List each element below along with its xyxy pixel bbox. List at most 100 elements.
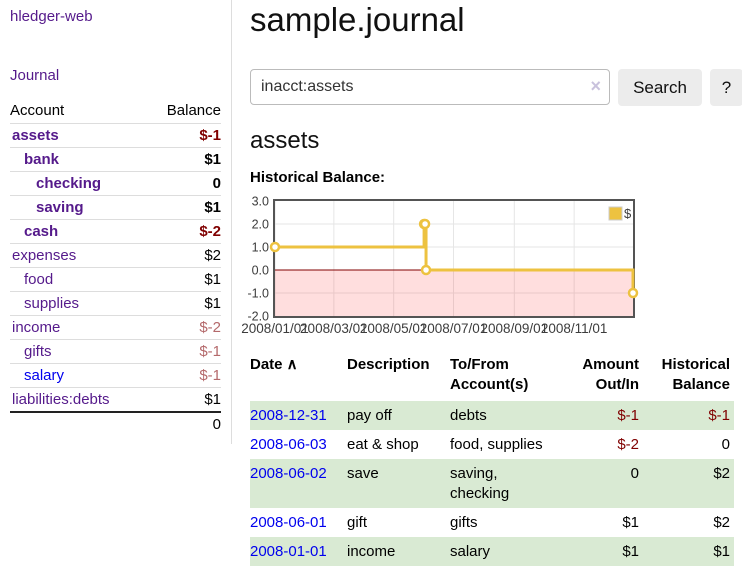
account-balance: $2 bbox=[146, 243, 221, 268]
account-column-header: Account bbox=[10, 99, 147, 124]
account-balance: $-1 bbox=[146, 339, 221, 364]
register-header-historical-balance: Historical Balance bbox=[661, 356, 730, 393]
transaction-date-link[interactable]: 2008-01-01 bbox=[250, 543, 327, 560]
app-title-link[interactable]: hledger-web bbox=[10, 8, 93, 25]
account-balance: $-2 bbox=[146, 315, 221, 340]
account-tree-table: Account Balance assets $-1 bank $1 checking 0… bbox=[10, 99, 221, 436]
account-link-cash[interactable]: cash bbox=[24, 223, 59, 240]
y-tick-label: -2.0 bbox=[247, 310, 269, 324]
account-row: checking 0 bbox=[10, 171, 221, 196]
account-balance: $1 bbox=[146, 291, 221, 316]
search-input[interactable] bbox=[250, 69, 610, 105]
chart-title: Historical Balance: bbox=[250, 169, 386, 186]
transaction-date-link[interactable]: 2008-06-01 bbox=[250, 514, 327, 531]
register-body: 2008-12-31 pay off debts $-1 $-1 2008-06-03 ea… bbox=[250, 401, 734, 566]
transaction-balance: 0 bbox=[721, 436, 730, 453]
account-balance: $1 bbox=[146, 195, 221, 220]
account-total-row: 0 bbox=[10, 411, 221, 436]
help-button[interactable]: ? bbox=[710, 69, 742, 106]
account-link-bank[interactable]: bank bbox=[24, 151, 60, 168]
x-tick-label: 2008/05/01 bbox=[360, 321, 428, 336]
clear-search-icon[interactable]: × bbox=[590, 76, 601, 96]
account-balance: $1 bbox=[146, 267, 221, 292]
transaction-balance: $1 bbox=[643, 537, 734, 566]
negative-region-shading bbox=[275, 270, 633, 316]
account-row: cash $-2 bbox=[10, 219, 221, 244]
legend-label: $ bbox=[624, 206, 632, 221]
y-tick-label: 1.0 bbox=[252, 241, 269, 255]
transaction-description: save bbox=[347, 459, 450, 508]
search-button[interactable]: Search bbox=[618, 69, 702, 106]
x-tick-label: 2008/07/01 bbox=[420, 321, 488, 336]
x-tick-label: 2008/09/01 bbox=[481, 321, 549, 336]
transaction-date-link[interactable]: 2008-06-03 bbox=[250, 436, 327, 453]
data-point-marker bbox=[627, 287, 639, 299]
transaction-description: gift bbox=[347, 514, 368, 531]
account-row: expenses $2 bbox=[10, 243, 221, 268]
register-header-description: Description bbox=[347, 356, 430, 373]
data-point-marker bbox=[420, 264, 432, 276]
register-header-amount-out-in: Amount Out/In bbox=[582, 356, 639, 393]
account-row: food $1 bbox=[10, 267, 221, 292]
x-tick-label: 2008/11/01 bbox=[541, 321, 608, 336]
transaction-description: income bbox=[347, 537, 450, 566]
account-balance: $1 bbox=[146, 387, 221, 413]
chart-svg: 3.0 2.0 1.0 0.0 -1.0 -2.02008/01/012008/03/01… bbox=[241, 195, 639, 336]
register-row: 2008-12-31 pay off debts $-1 $-1 bbox=[250, 401, 734, 430]
transaction-accounts: debts bbox=[450, 401, 558, 430]
account-link-liabilities-debts[interactable]: liabilities:debts bbox=[12, 391, 110, 408]
transaction-balance: $2 bbox=[643, 459, 734, 508]
register-row: 2008-06-01 gift gifts $1 $2 bbox=[250, 508, 734, 537]
account-link-gifts[interactable]: gifts bbox=[24, 343, 52, 360]
page-title: sample.journal bbox=[250, 1, 465, 38]
account-balance: $-1 bbox=[146, 123, 221, 148]
legend-swatch bbox=[608, 206, 623, 221]
account-row: gifts $-1 bbox=[10, 339, 221, 364]
transaction-amount: $-2 bbox=[617, 436, 639, 453]
transaction-accounts: food, supplies bbox=[450, 436, 543, 453]
transaction-description: eat & shop bbox=[347, 436, 419, 453]
search-box: × bbox=[250, 69, 610, 105]
transaction-date-link[interactable]: 2008-12-31 bbox=[250, 407, 327, 424]
search-form: × Search ? bbox=[250, 69, 742, 106]
plot-border bbox=[273, 199, 635, 318]
account-link-supplies[interactable]: supplies bbox=[24, 295, 80, 312]
main-content: sample.journal × Search ? assets Histori… bbox=[241, 0, 742, 566]
account-row: liabilities:debts $1 bbox=[10, 387, 221, 413]
account-row: assets $-1 bbox=[10, 123, 221, 148]
account-row: salary $-1 bbox=[10, 363, 221, 388]
account-link-saving[interactable]: saving bbox=[36, 199, 84, 216]
account-link-assets[interactable]: assets bbox=[12, 127, 59, 144]
transaction-description: pay off bbox=[347, 401, 450, 430]
account-link-expenses[interactable]: expenses bbox=[12, 247, 77, 264]
account-link-checking[interactable]: checking bbox=[36, 175, 102, 192]
data-point-marker bbox=[269, 241, 281, 253]
register-header-to-from-account-s-: To/From Account(s) bbox=[450, 356, 529, 393]
transaction-amount: $-1 bbox=[558, 401, 643, 430]
account-balance: $1 bbox=[146, 147, 221, 172]
transaction-accounts: saving, checking bbox=[450, 459, 558, 508]
account-row: bank $1 bbox=[10, 147, 221, 172]
sidebar-item-journal[interactable]: Journal bbox=[10, 67, 60, 84]
register-header-date[interactable]: Date ∧ bbox=[250, 356, 298, 373]
balance-column-header: Balance bbox=[146, 99, 221, 124]
transaction-date-link[interactable]: 2008-06-02 bbox=[250, 465, 327, 482]
account-link-income[interactable]: income bbox=[12, 319, 61, 336]
transaction-amount: $1 bbox=[558, 537, 643, 566]
y-tick-label: 3.0 bbox=[252, 195, 269, 209]
account-balance: $-2 bbox=[146, 219, 221, 244]
account-heading: assets bbox=[250, 127, 320, 154]
account-link-salary[interactable]: salary bbox=[24, 367, 65, 384]
x-tick-label: 2008/03/01 bbox=[300, 321, 368, 336]
register-row: 2008-06-02 save saving, checking 0 $2 bbox=[250, 459, 734, 508]
register-row: 2008-01-01 income salary $1 $1 bbox=[250, 537, 734, 566]
sort-asc-icon[interactable]: ∧ bbox=[282, 356, 298, 373]
historical-balance-chart: 3.0 2.0 1.0 0.0 -1.0 -2.0 2008/01/01 2008/03/01… bbox=[237, 195, 734, 337]
account-tree-body: assets $-1 bank $1 checking 0 saving $1 cash $-2 e… bbox=[10, 123, 221, 413]
transaction-accounts: salary bbox=[450, 537, 558, 566]
account-total-balance: 0 bbox=[146, 411, 221, 436]
account-balance: $-1 bbox=[146, 363, 221, 388]
transaction-amount: 0 bbox=[558, 459, 643, 508]
y-tick-label: -1.0 bbox=[247, 287, 269, 301]
account-link-food[interactable]: food bbox=[24, 271, 54, 288]
